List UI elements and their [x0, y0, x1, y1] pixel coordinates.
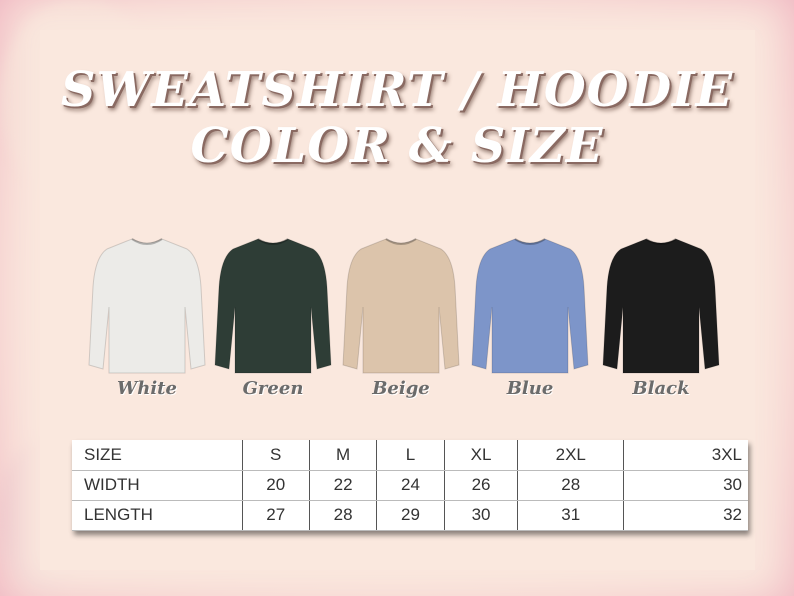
- table-row-width: WIDTH 20 22 24 26 28 30: [72, 470, 748, 501]
- color-label-green: Green: [242, 378, 304, 399]
- table-cell: 27: [242, 500, 310, 531]
- title-line-2: COLOR & SIZE: [190, 118, 604, 174]
- sweatshirt-beige: [341, 237, 461, 377]
- table-cell: 28: [309, 500, 378, 531]
- header-cell: 2XL: [517, 440, 625, 471]
- size-chart-table: SIZE S M L XL 2XL 3XL WIDTH 20 22 24 26 …: [72, 440, 748, 531]
- table-row-length: LENGTH 27 28 29 30 31 32: [72, 500, 748, 531]
- table-cell: 24: [376, 470, 445, 501]
- header-cell: L: [376, 440, 445, 471]
- color-label-black: Black: [632, 378, 690, 399]
- color-label-white: White: [117, 378, 177, 399]
- table-cell: 32: [623, 500, 748, 531]
- color-label-blue: Blue: [506, 378, 554, 399]
- header-cell: XL: [444, 440, 519, 471]
- table-cell: 31: [517, 500, 625, 531]
- header-cell: M: [309, 440, 378, 471]
- table-cell: 28: [517, 470, 625, 501]
- row-label: LENGTH: [72, 500, 243, 531]
- sweatshirt-white: [87, 237, 207, 377]
- sweatshirt-green: [213, 237, 333, 377]
- sweatshirt-black: [601, 237, 721, 377]
- table-cell: 30: [623, 470, 748, 501]
- table-cell: 22: [309, 470, 378, 501]
- table-cell: 29: [376, 500, 445, 531]
- header-cell: 3XL: [623, 440, 748, 471]
- row-label: WIDTH: [72, 470, 243, 501]
- table-header-row: SIZE S M L XL 2XL 3XL: [72, 440, 748, 471]
- header-cell: SIZE: [72, 440, 243, 471]
- sweatshirt-blue: [470, 237, 590, 377]
- table-cell: 26: [444, 470, 519, 501]
- header-cell: S: [242, 440, 310, 471]
- table-cell: 20: [242, 470, 310, 501]
- table-cell: 30: [444, 500, 519, 531]
- title-line-1: SWEATSHIRT / HOODIE: [60, 62, 734, 118]
- color-label-beige: Beige: [372, 378, 430, 399]
